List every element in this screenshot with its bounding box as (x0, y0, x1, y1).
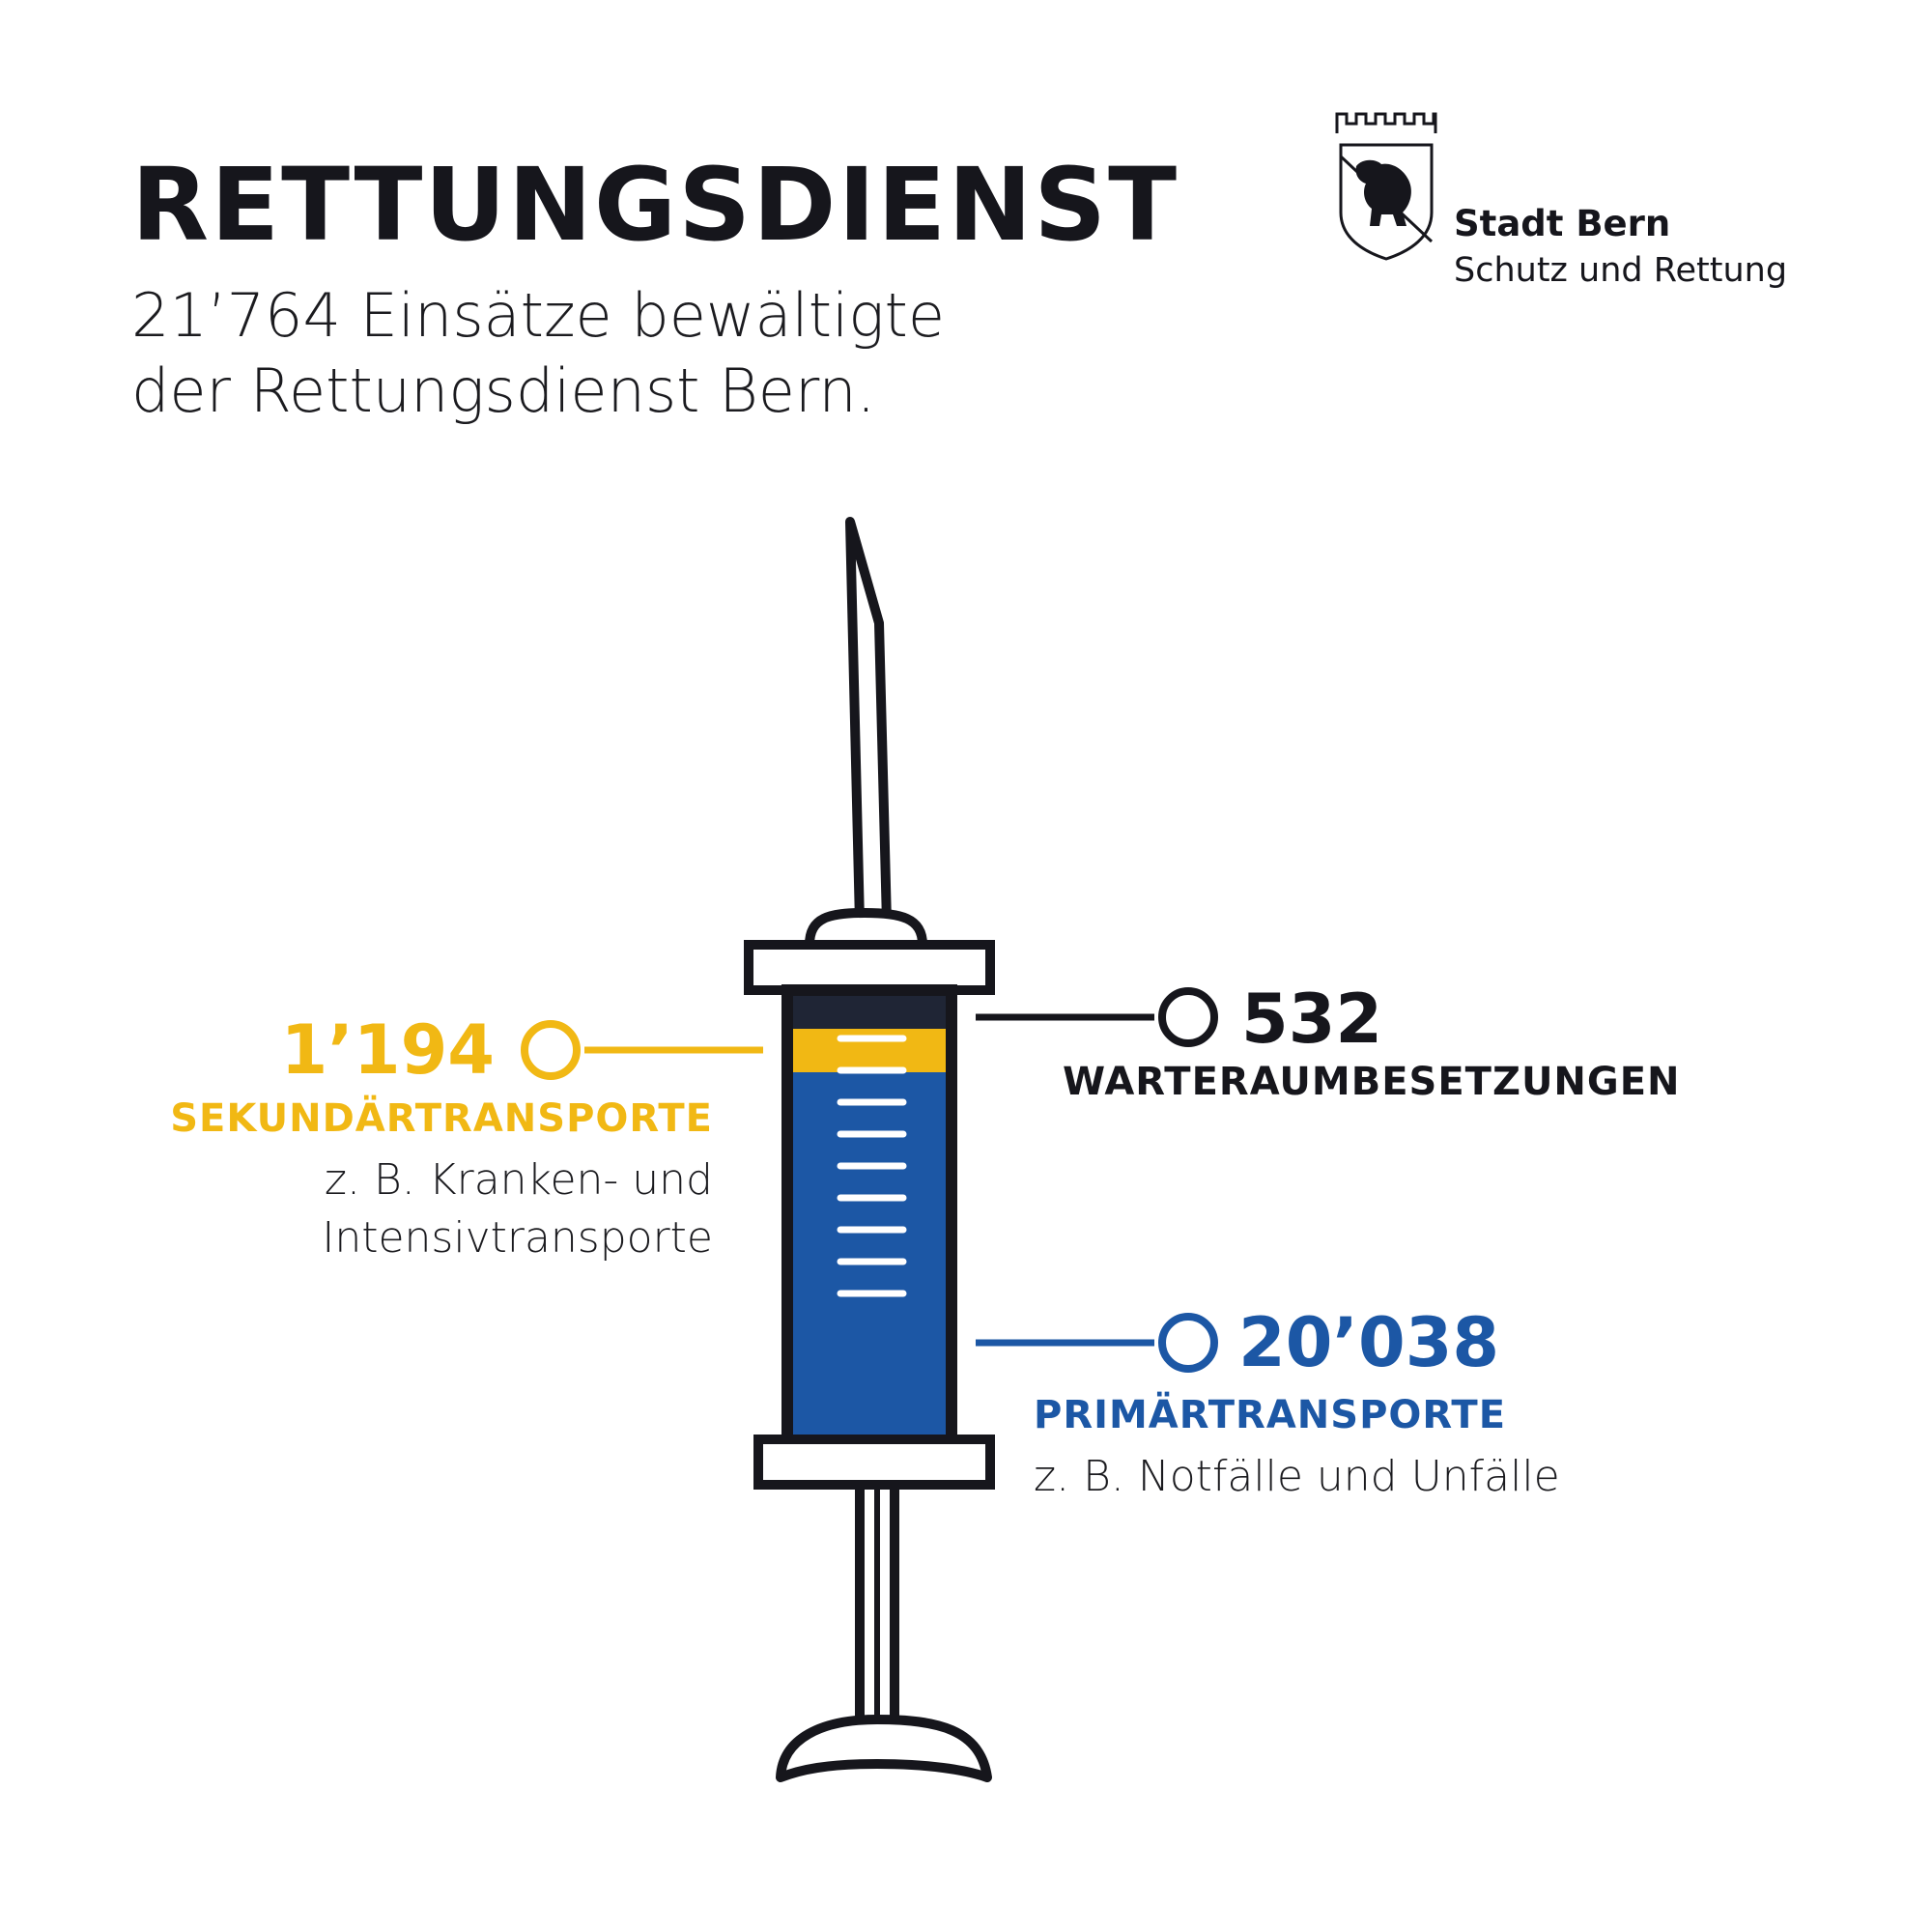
top-flange (744, 940, 995, 995)
plunger-thumb (776, 1715, 992, 1782)
marker-waiting (1158, 987, 1218, 1047)
subtitle-line-2: der Rettungsdienst Bern. (131, 355, 876, 426)
stat-secondary-desc-2: Intensivtransporte (322, 1213, 713, 1263)
syringe-hub (804, 907, 928, 950)
stat-secondary-desc-1: z. B. Kranken- und (324, 1155, 713, 1205)
stat-waiting-label: WARTERAUMBESETZUNGEN (1063, 1060, 1681, 1104)
stat-primary-label: PRIMÄRTRANSPORTE (1034, 1393, 1507, 1437)
bottom-flange (753, 1435, 995, 1490)
stat-waiting: 532 (1241, 985, 1382, 1053)
logo-org-name: Stadt Bern (1454, 203, 1671, 244)
page-title: RETTUNGSDIENST (131, 146, 1179, 264)
measurement-ticks (837, 1035, 907, 1297)
stat-waiting-value: 532 (1241, 980, 1383, 1059)
stat-primary: 20’038 (1238, 1309, 1499, 1377)
stat-secondary: 1’194 (281, 1016, 495, 1084)
marker-primary (1158, 1313, 1218, 1373)
stat-primary-text: PRIMÄRTRANSPORTE z. B. Notfälle und Unfä… (1034, 1396, 1560, 1506)
stat-secondary-label: SEKUNDÄRTRANSPORTE (170, 1096, 713, 1141)
stat-waiting-text: WARTERAUMBESETZUNGEN (1063, 1063, 1681, 1101)
fill-waiting (792, 995, 947, 1029)
needle (845, 517, 892, 927)
page-subtitle: 21’764 Einsätze bewältigte der Rettungsd… (131, 278, 1001, 429)
stat-primary-value: 20’038 (1238, 1303, 1500, 1382)
fill-primary (792, 1072, 947, 1439)
stat-secondary-value: 1’194 (280, 1010, 495, 1090)
logo-department: Schutz und Rettung (1454, 251, 1788, 290)
bern-bear-coat-of-arms-icon (1335, 112, 1437, 261)
stat-primary-desc-1: z. B. Notfälle und Unfälle (1034, 1452, 1560, 1501)
marker-secondary (521, 1020, 581, 1080)
stat-secondary-text: SEKUNDÄRTRANSPORTE z. B. Kranken- und In… (170, 1099, 713, 1267)
subtitle-line-1: 21’764 Einsätze bewältigte (131, 280, 945, 351)
